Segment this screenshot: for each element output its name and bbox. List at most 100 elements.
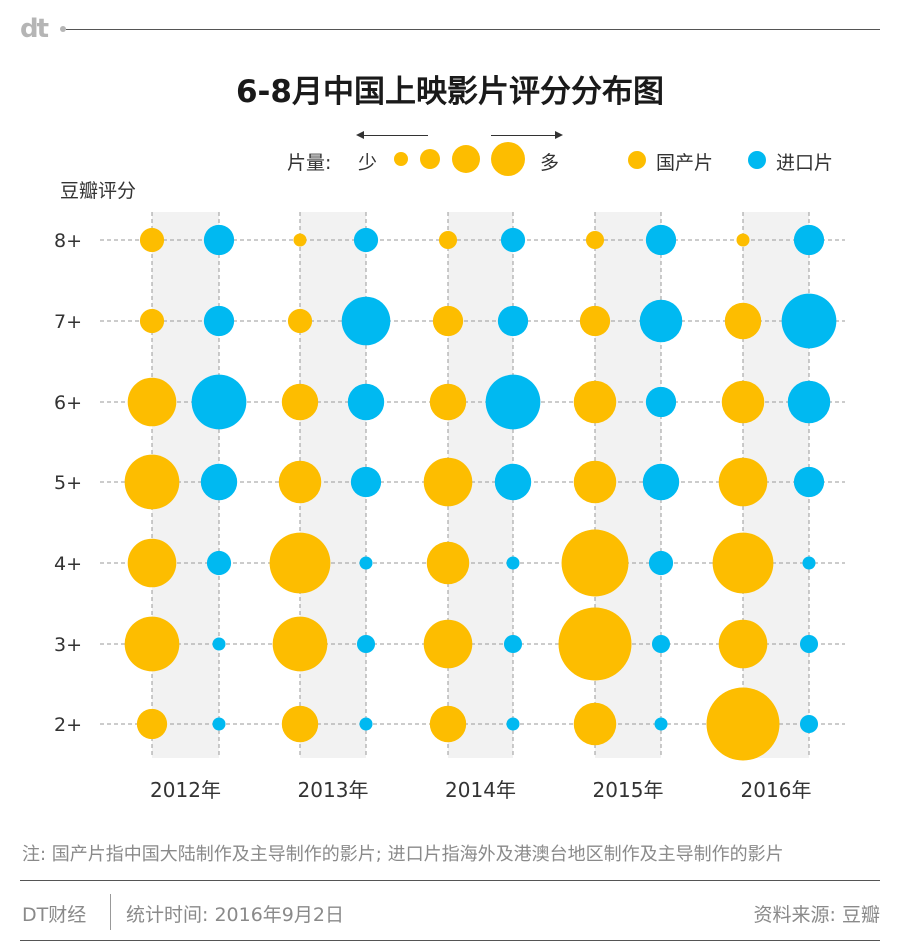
imported-bubble [497, 305, 529, 337]
legend-domestic-label: 国产片 [656, 152, 714, 174]
imported-bubble [793, 466, 825, 498]
imported-bubble [645, 386, 677, 418]
imported-bubble [799, 634, 819, 654]
domestic-bubble [124, 454, 180, 510]
footnote: 注: 国产片指中国大陆制作及主导制作的影片; 进口片指海外及港澳台地区制作及主导… [22, 844, 784, 865]
y-tick-label: 2+ [54, 714, 82, 736]
imported-bubble [212, 717, 226, 731]
domestic-bubble [281, 383, 319, 421]
domestic-bubble [718, 457, 768, 507]
imported-bubble [359, 717, 373, 731]
x-tick-label: 2013年 [298, 778, 369, 802]
y-tick-label: 5+ [54, 472, 82, 494]
legend-size-dot-4 [491, 142, 525, 176]
domestic-bubble [281, 705, 319, 743]
imported-bubble [651, 634, 671, 654]
imported-bubble [485, 374, 541, 430]
domestic-bubble [558, 607, 632, 681]
imported-bubble [799, 714, 819, 734]
legend-size-dot-2 [420, 149, 440, 169]
domestic-bubble [438, 230, 458, 250]
domestic-bubble [139, 227, 165, 253]
legend-domestic-dot [628, 151, 646, 169]
x-tick-label: 2014年 [445, 778, 516, 802]
imported-bubble [506, 717, 520, 731]
legend-volume-label: 片量: [287, 152, 332, 174]
legend-size-dot-3 [452, 145, 480, 173]
imported-bubble [500, 227, 526, 253]
y-tick-label: 4+ [54, 553, 82, 575]
domestic-bubble [718, 619, 768, 669]
imported-bubble [642, 463, 680, 501]
imported-bubble [356, 634, 376, 654]
imported-bubble [787, 380, 831, 424]
domestic-bubble [561, 529, 629, 597]
domestic-bubble [127, 538, 177, 588]
legend-size-dot-1 [394, 152, 408, 166]
chart-title: 6-8月中国上映影片评分分布图 [235, 74, 664, 110]
imported-bubble [639, 299, 683, 343]
logo-dot [60, 26, 66, 32]
domestic-bubble [429, 383, 467, 421]
legend-imported-label: 进口片 [776, 152, 834, 174]
domestic-bubble [127, 377, 177, 427]
domestic-bubble [287, 308, 313, 334]
imported-bubble [793, 224, 825, 256]
legend-imported-dot [748, 151, 766, 169]
domestic-bubble [585, 230, 605, 250]
imported-bubble [341, 296, 391, 346]
footer-rule [20, 880, 880, 881]
domestic-bubble [724, 302, 762, 340]
arrow-left-icon [356, 128, 428, 142]
imported-bubble [494, 463, 532, 501]
imported-bubble [802, 556, 816, 570]
domestic-bubble [139, 308, 165, 334]
domestic-bubble [736, 233, 750, 247]
domestic-bubble [269, 532, 331, 594]
x-tick-label: 2015年 [593, 778, 664, 802]
imported-bubble [359, 556, 373, 570]
domestic-bubble [721, 380, 765, 424]
footer-separator [110, 894, 111, 930]
imported-bubble [353, 227, 379, 253]
y-tick-label: 3+ [54, 634, 82, 656]
imported-bubble [645, 224, 677, 256]
domestic-bubble [423, 457, 473, 507]
bubble-chart: 8+ 7+ 6+ 5+ 4+ 3+ 2+ 2012年 2013年 2014年 2015年 2016年 [54, 212, 845, 802]
imported-bubble [350, 466, 382, 498]
domestic-bubble [712, 532, 774, 594]
dt-logo: dt [20, 14, 49, 44]
imported-bubble [203, 305, 235, 337]
y-tick-label: 8+ [54, 230, 82, 252]
arrow-right-icon [491, 128, 563, 142]
imported-bubble [648, 550, 674, 576]
imported-bubble [654, 717, 668, 731]
x-tick-label: 2016年 [741, 778, 812, 802]
domestic-bubble [426, 541, 470, 585]
imported-bubble [506, 556, 520, 570]
domestic-bubble [293, 233, 307, 247]
domestic-bubble [423, 619, 473, 669]
imported-bubble [347, 383, 385, 421]
legend-more: 多 [540, 152, 560, 174]
x-tick-label: 2012年 [150, 778, 221, 802]
domestic-bubble [706, 687, 780, 761]
imported-bubble [781, 293, 837, 349]
footer-stat-time: 统计时间: 2016年9月2日 [126, 904, 344, 926]
domestic-bubble [579, 305, 611, 337]
imported-bubble [203, 224, 235, 256]
bottom-rule [20, 940, 880, 941]
domestic-bubble [573, 460, 617, 504]
domestic-bubble [573, 380, 617, 424]
top-rule [66, 29, 880, 30]
footer-brand: DT财经 [22, 904, 87, 926]
domestic-bubble [432, 305, 464, 337]
domestic-bubble [429, 705, 467, 743]
footer-source: 资料来源: 豆瓣 [753, 904, 880, 926]
domestic-bubble [573, 702, 617, 746]
y-tick-label: 6+ [54, 392, 82, 414]
imported-bubble [206, 550, 232, 576]
y-tick-label: 7+ [54, 311, 82, 333]
imported-bubble [212, 637, 226, 651]
domestic-bubble [278, 460, 322, 504]
